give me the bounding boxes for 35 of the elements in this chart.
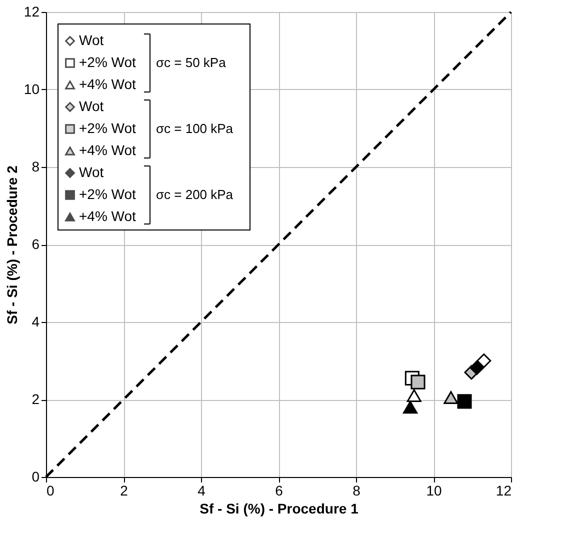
point bbox=[470, 360, 484, 375]
annotation: σc = 200 kPa bbox=[156, 187, 234, 202]
y-tick-label: 0 bbox=[32, 468, 40, 484]
legend-label: Wot bbox=[79, 164, 104, 180]
point bbox=[402, 400, 418, 414]
y-tick-label: 6 bbox=[32, 236, 40, 252]
x-tick-label: 12 bbox=[496, 482, 512, 498]
legend-label: +4% Wot bbox=[79, 142, 136, 158]
legend-label: +4% Wot bbox=[79, 208, 136, 224]
legend-label: +2% Wot bbox=[79, 54, 136, 70]
legend-label: +2% Wot bbox=[79, 186, 136, 202]
y-tick-label: 8 bbox=[32, 158, 40, 174]
x-tick-label: 4 bbox=[198, 482, 206, 498]
legend-label: +4% Wot bbox=[79, 76, 136, 92]
legend-label: +2% Wot bbox=[79, 120, 136, 136]
legend-label: Wot bbox=[79, 98, 104, 114]
point bbox=[406, 389, 422, 402]
y-tick-label: 12 bbox=[24, 4, 40, 20]
point bbox=[457, 394, 472, 409]
x-tick-label: 0 bbox=[46, 482, 54, 498]
x-tick-label: 10 bbox=[426, 482, 442, 498]
x-axis-title: Sf - Si (%) - Procedure 1 bbox=[200, 500, 359, 516]
y-axis-title: Sf - Si (%) - Procedure 2 bbox=[4, 165, 20, 324]
y-tick-label: 4 bbox=[32, 314, 40, 330]
annotation: σc = 100 kPa bbox=[156, 121, 234, 136]
y-tick-label: 10 bbox=[24, 81, 40, 97]
x-tick-label: 6 bbox=[275, 482, 284, 498]
point bbox=[476, 353, 492, 368]
annotation: σc = 50 kPa bbox=[156, 55, 227, 70]
y-tick-label: 2 bbox=[32, 391, 40, 407]
point bbox=[444, 391, 458, 404]
x-tick-label: 2 bbox=[120, 482, 128, 498]
x-tick-label: 8 bbox=[352, 482, 361, 498]
point bbox=[410, 374, 426, 390]
legend-label: Wot bbox=[79, 32, 104, 48]
